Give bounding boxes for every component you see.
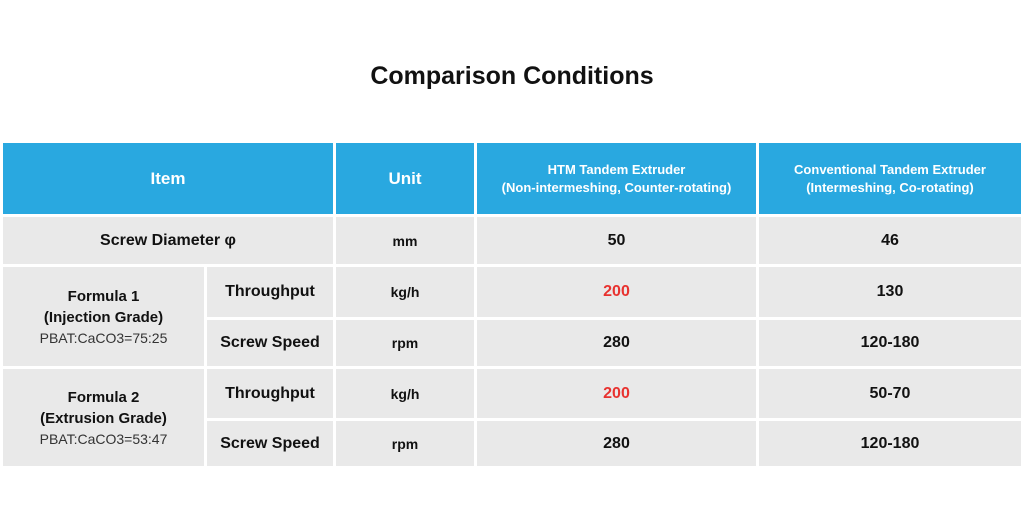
formula1-grade: (Injection Grade) <box>43 308 164 326</box>
formula1-throughput-unit: kg/h <box>336 267 474 317</box>
formula1-throughput-conv-value: 130 <box>876 283 904 300</box>
formula1-ratio: PBAT:CaCO3=75:25 <box>39 329 168 346</box>
screw-diameter-unit: mm <box>336 217 474 264</box>
formula2-label: Formula 2 (Extrusion Grade) PBAT:CaCO3=5… <box>3 369 204 466</box>
formula2-screw-speed-unit-text: rpm <box>391 435 419 452</box>
screw-diameter-text: Screw Diameter φ <box>100 231 236 249</box>
formula2-screw-speed-unit: rpm <box>336 421 474 466</box>
formula1-screw-speed-label: Screw Speed <box>207 320 333 366</box>
formula1-screw-speed-htm: 280 <box>477 320 756 366</box>
header-htm-line1: HTM Tandem Extruder <box>547 161 686 177</box>
formula2-ratio: PBAT:CaCO3=53:47 <box>39 430 168 447</box>
formula1-screw-speed-conv: 120-180 <box>759 320 1021 366</box>
formula1-throughput-unit-text: kg/h <box>390 284 420 300</box>
formula2-screw-speed-htm-value: 280 <box>603 434 630 452</box>
header-conventional-extruder: Conventional Tandem Extruder (Intermeshi… <box>759 143 1021 214</box>
formula1-label: Formula 1 (Injection Grade) PBAT:CaCO3=7… <box>3 267 204 366</box>
header-item: Item <box>3 143 333 214</box>
header-conv-line2: (Intermeshing, Co-rotating) <box>806 179 974 195</box>
screw-diameter-label: Screw Diameter φ <box>3 217 333 264</box>
formula2-throughput-htm: 200 <box>477 369 756 418</box>
formula2-screw-speed-conv: 120-180 <box>759 421 1021 466</box>
formula1-throughput-text: Throughput <box>225 283 315 300</box>
formula1-throughput-label: Throughput <box>207 267 333 317</box>
header-unit: Unit <box>336 143 474 214</box>
header-unit-label: Unit <box>388 168 422 188</box>
formula2-screw-speed-conv-value: 120-180 <box>860 434 920 452</box>
formula2-throughput-unit-text: kg/h <box>390 385 420 402</box>
screw-diameter-conv: 46 <box>759 217 1021 264</box>
formula2-throughput-conv-value: 50-70 <box>869 384 911 402</box>
formula1-name: Formula 1 <box>67 287 140 305</box>
formula1-throughput-htm: 200 <box>477 267 756 317</box>
screw-diameter-unit-text: mm <box>392 232 418 249</box>
formula1-screw-speed-text: Screw Speed <box>220 334 320 351</box>
formula2-grade: (Extrusion Grade) <box>40 409 167 427</box>
formula2-throughput-conv: 50-70 <box>759 369 1021 418</box>
formula2-throughput-htm-value: 200 <box>603 384 630 402</box>
formula1-screw-speed-unit: rpm <box>336 320 474 366</box>
formula1-throughput-conv: 130 <box>759 267 1021 317</box>
screw-diameter-htm-value: 50 <box>607 231 626 249</box>
formula1-throughput-htm-value: 200 <box>603 283 630 300</box>
formula2-screw-speed-text: Screw Speed <box>220 434 320 452</box>
screw-diameter-htm: 50 <box>477 217 756 264</box>
formula2-throughput-text: Throughput <box>225 384 315 402</box>
formula2-screw-speed-label: Screw Speed <box>207 421 333 466</box>
formula2-throughput-label: Throughput <box>207 369 333 418</box>
formula1-screw-speed-conv-value: 120-180 <box>860 334 920 351</box>
formula2-throughput-unit: kg/h <box>336 369 474 418</box>
formula2-screw-speed-htm: 280 <box>477 421 756 466</box>
page-title: Comparison Conditions <box>370 62 654 90</box>
header-htm-line2: (Non-intermeshing, Counter-rotating) <box>501 179 732 195</box>
header-htm-extruder: HTM Tandem Extruder (Non-intermeshing, C… <box>477 143 756 214</box>
header-item-label: Item <box>150 168 186 188</box>
formula2-name: Formula 2 <box>67 388 140 406</box>
formula1-screw-speed-unit-text: rpm <box>391 335 419 351</box>
screw-diameter-conv-value: 46 <box>881 231 899 249</box>
formula1-screw-speed-htm-value: 280 <box>603 334 630 351</box>
header-conv-line1: Conventional Tandem Extruder <box>794 161 986 177</box>
